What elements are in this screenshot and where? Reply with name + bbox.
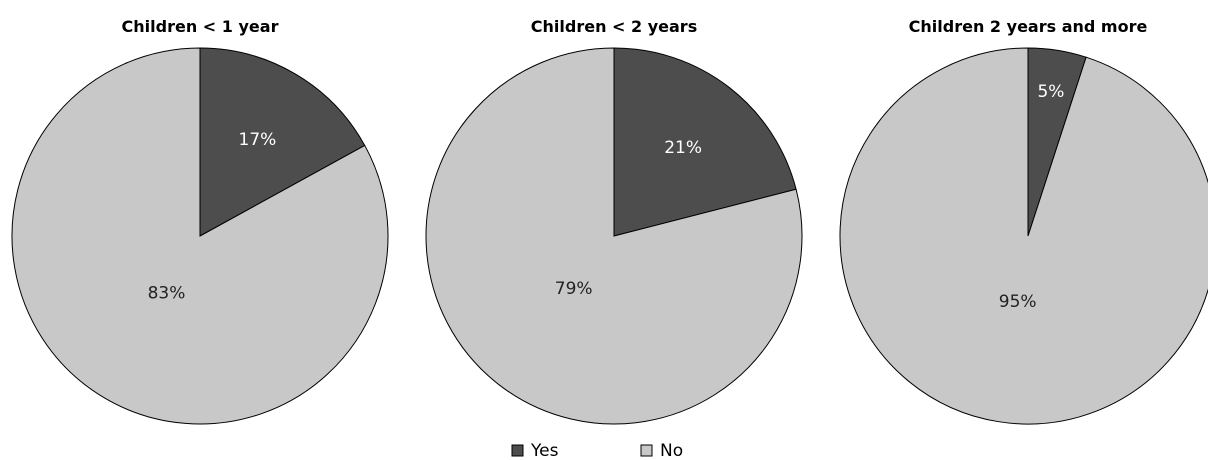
slice-label-yes: 17% xyxy=(239,130,277,150)
pie-chart-2: Children < 2 years 21% 79% xyxy=(425,17,803,425)
slice-label-no: 83% xyxy=(148,284,186,304)
legend-label-yes: Yes xyxy=(530,441,559,460)
chart-title: Children 2 years and more xyxy=(909,17,1148,36)
slice-label-no: 79% xyxy=(555,279,593,299)
legend-swatch-no xyxy=(640,444,653,457)
chart-title: Children < 2 years xyxy=(531,17,697,36)
chart-title: Children < 1 year xyxy=(122,17,279,36)
pie-slice-no xyxy=(425,47,803,425)
pie-slice-no xyxy=(11,47,389,425)
slice-label-yes: 5% xyxy=(1037,82,1064,102)
pie-slice-yes xyxy=(613,47,797,237)
pie-slice-yes xyxy=(199,47,366,237)
legend-label-no: No xyxy=(660,441,683,460)
pie-charts: Children < 1 year 17% 83% Children < 2 year… xyxy=(11,17,1208,425)
pie-slice-no xyxy=(839,47,1208,425)
legend: Yes No xyxy=(511,441,683,460)
legend-swatch-yes xyxy=(511,444,524,457)
pie-chart-3: Children 2 years and more 5% 95% xyxy=(839,17,1208,425)
slice-label-yes: 21% xyxy=(664,138,702,158)
pie-chart-1: Children < 1 year 17% 83% xyxy=(11,17,389,425)
slice-label-no: 95% xyxy=(999,292,1037,312)
